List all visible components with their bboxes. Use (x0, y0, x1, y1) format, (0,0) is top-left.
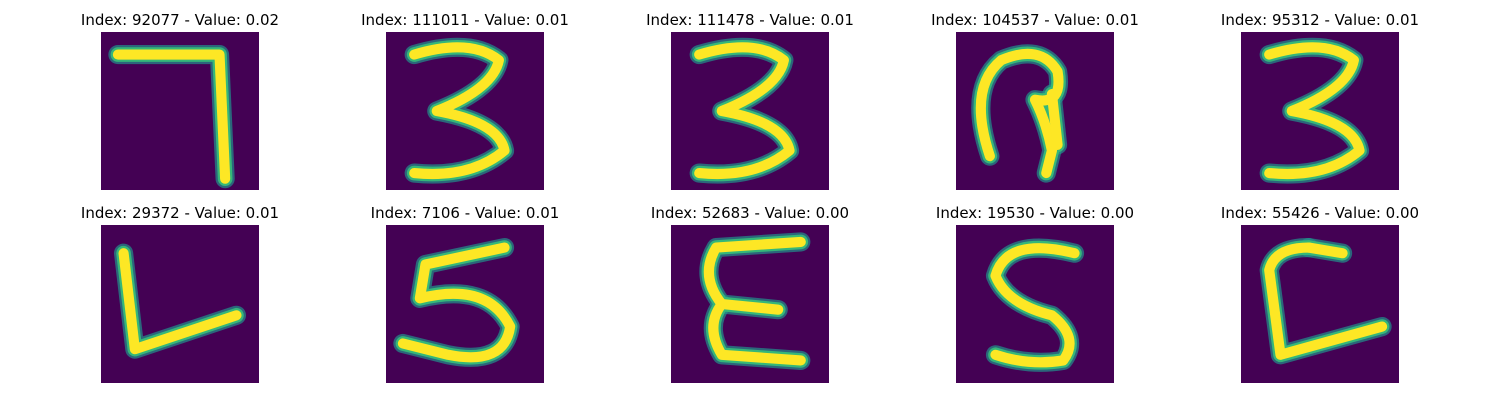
digit-glyph-three (1241, 32, 1399, 190)
digit-image (956, 225, 1114, 383)
digit-image (386, 225, 544, 383)
glyph-stroke (397, 242, 516, 363)
image-panel: Index: 7106 - Value: 0.01 (335, 203, 595, 383)
panel-title: Index: 19530 - Value: 0.00 (935, 204, 1135, 222)
glyph-stroke (694, 42, 795, 180)
panel-title: Index: 29372 - Value: 0.01 (80, 204, 280, 222)
image-panel: Index: 29372 - Value: 0.01 (50, 203, 310, 383)
digit-glyph-three (671, 32, 829, 190)
panel-title: Index: 7106 - Value: 0.01 (370, 204, 560, 222)
digit-glyph-l-angle (101, 225, 259, 383)
glyph-stroke (112, 49, 231, 184)
glyph-stroke (708, 298, 806, 366)
digit-glyph-five (386, 225, 544, 383)
glyph-stroke (1046, 88, 1063, 150)
glyph-stroke (409, 42, 510, 180)
glyph-stroke (990, 243, 1080, 368)
digit-image (671, 32, 829, 190)
glyph-stroke (1303, 242, 1348, 259)
panel-title: Index: 92077 - Value: 0.02 (80, 11, 280, 29)
digit-glyph-c-shape (1241, 225, 1399, 383)
digit-image (956, 32, 1114, 190)
panel-title: Index: 95312 - Value: 0.01 (1220, 11, 1420, 29)
glyph-stroke (975, 48, 1064, 179)
digit-glyph-seven-like (101, 32, 259, 190)
glyph-stroke (118, 248, 242, 355)
digit-image (1241, 225, 1399, 383)
digit-glyph-e-shape (671, 225, 829, 383)
panel-title: Index: 104537 - Value: 0.01 (931, 11, 1139, 29)
panel-title: Index: 111011 - Value: 0.01 (361, 11, 569, 29)
image-panel: Index: 92077 - Value: 0.02 (50, 10, 310, 190)
digit-glyph-s-five (956, 225, 1114, 383)
digit-image (1241, 32, 1399, 190)
glyph-stroke (1264, 42, 1365, 180)
digit-image (101, 32, 259, 190)
image-panel: Index: 95312 - Value: 0.01 (1190, 10, 1450, 190)
digit-image (671, 225, 829, 383)
image-panel: Index: 19530 - Value: 0.00 (905, 203, 1165, 383)
image-panel: Index: 111011 - Value: 0.01 (335, 10, 595, 190)
digit-glyph-hook-shape (956, 32, 1114, 190)
image-panel: Index: 55426 - Value: 0.00 (1190, 203, 1450, 383)
digit-glyph-three (386, 32, 544, 190)
image-panel: Index: 52683 - Value: 0.00 (620, 203, 880, 383)
digit-image (386, 32, 544, 190)
digit-image (101, 225, 259, 383)
panel-title: Index: 52683 - Value: 0.00 (650, 204, 850, 222)
image-panel: Index: 104537 - Value: 0.01 (905, 10, 1165, 190)
glyph-stroke (1264, 242, 1388, 360)
image-panel: Index: 111478 - Value: 0.01 (620, 10, 880, 190)
panel-title: Index: 55426 - Value: 0.00 (1220, 204, 1420, 222)
panel-title: Index: 111478 - Value: 0.01 (646, 11, 854, 29)
